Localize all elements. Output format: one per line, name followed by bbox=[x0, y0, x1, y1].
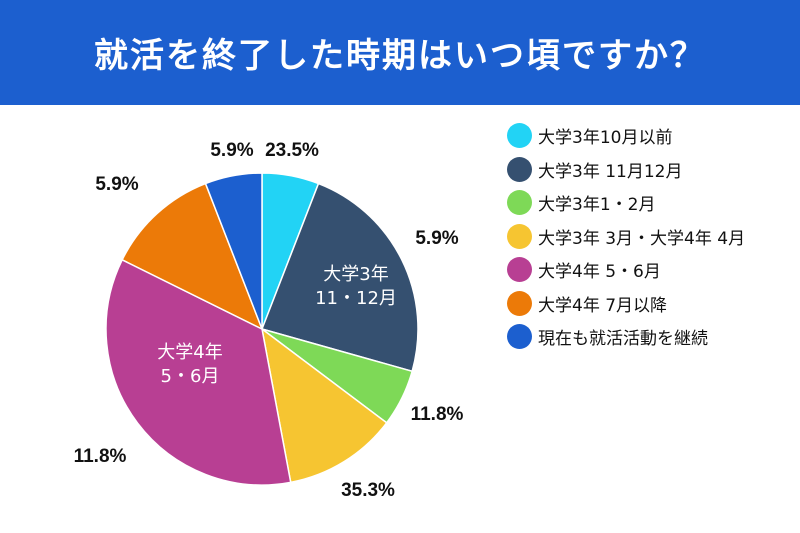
legend-swatch bbox=[507, 190, 532, 216]
pie-slice bbox=[105, 258, 292, 486]
legend-item: 大学4年 7月以降 bbox=[507, 287, 745, 321]
legend-item: 大学4年 5・6月 bbox=[507, 253, 745, 287]
pie-slice bbox=[261, 182, 419, 373]
legend-swatch bbox=[507, 223, 532, 249]
slice-inner-label: 大学4年 bbox=[157, 342, 222, 363]
value-label: 11.8% bbox=[411, 404, 464, 425]
legend-swatch bbox=[507, 123, 532, 149]
legend-label: 大学4年 7月以降 bbox=[538, 295, 668, 316]
slice-inner-label: 5・6月 bbox=[161, 366, 220, 387]
chart-title: 就活を終了した時期はいつ頃ですか？ bbox=[94, 36, 706, 76]
legend-swatch bbox=[507, 156, 532, 182]
legend-label: 大学3年1・2月 bbox=[538, 195, 656, 216]
legend-item: 大学3年10月以前 bbox=[507, 119, 745, 153]
legend-swatch bbox=[507, 257, 532, 283]
slice-inner-label: 11・12月 bbox=[315, 288, 397, 309]
value-label: 5.9% bbox=[95, 174, 138, 195]
value-label: 5.9% bbox=[415, 228, 458, 249]
legend-label: 大学3年 3月・大学4年 4月 bbox=[538, 228, 746, 249]
value-label: 35.3% bbox=[341, 480, 395, 501]
legend-label: 現在も就活活動を継続 bbox=[538, 329, 708, 350]
pie-slice bbox=[260, 327, 388, 484]
legend: 大学3年10月以前 大学3年 11月12月 大学3年1・2月大学3年 3月・大学4年… bbox=[507, 119, 745, 354]
legend-item: 大学3年 11月12月 bbox=[507, 153, 745, 187]
slice-inner-label: 大学3年 bbox=[323, 264, 388, 285]
legend-swatch bbox=[507, 324, 532, 350]
legend-label: 大学3年10月以前 bbox=[538, 128, 673, 149]
legend-label: 大学4年 5・6月 bbox=[538, 262, 661, 283]
value-label: 5.9% bbox=[210, 140, 253, 161]
title-banner: 就活を終了した時期はいつ頃ですか？ bbox=[0, 0, 800, 105]
legend-item: 現在も就活活動を継続 bbox=[507, 320, 745, 354]
legend-item: 大学3年 3月・大学4年 4月 bbox=[507, 220, 745, 254]
legend-swatch bbox=[507, 290, 532, 316]
legend-label: 大学3年 11月12月 bbox=[538, 161, 683, 182]
value-label: 23.5% bbox=[265, 140, 319, 161]
pie-slice bbox=[121, 182, 264, 331]
value-label: 11.8% bbox=[74, 446, 127, 467]
pie-slice bbox=[204, 172, 263, 330]
legend-item: 大学3年1・2月 bbox=[507, 186, 745, 220]
